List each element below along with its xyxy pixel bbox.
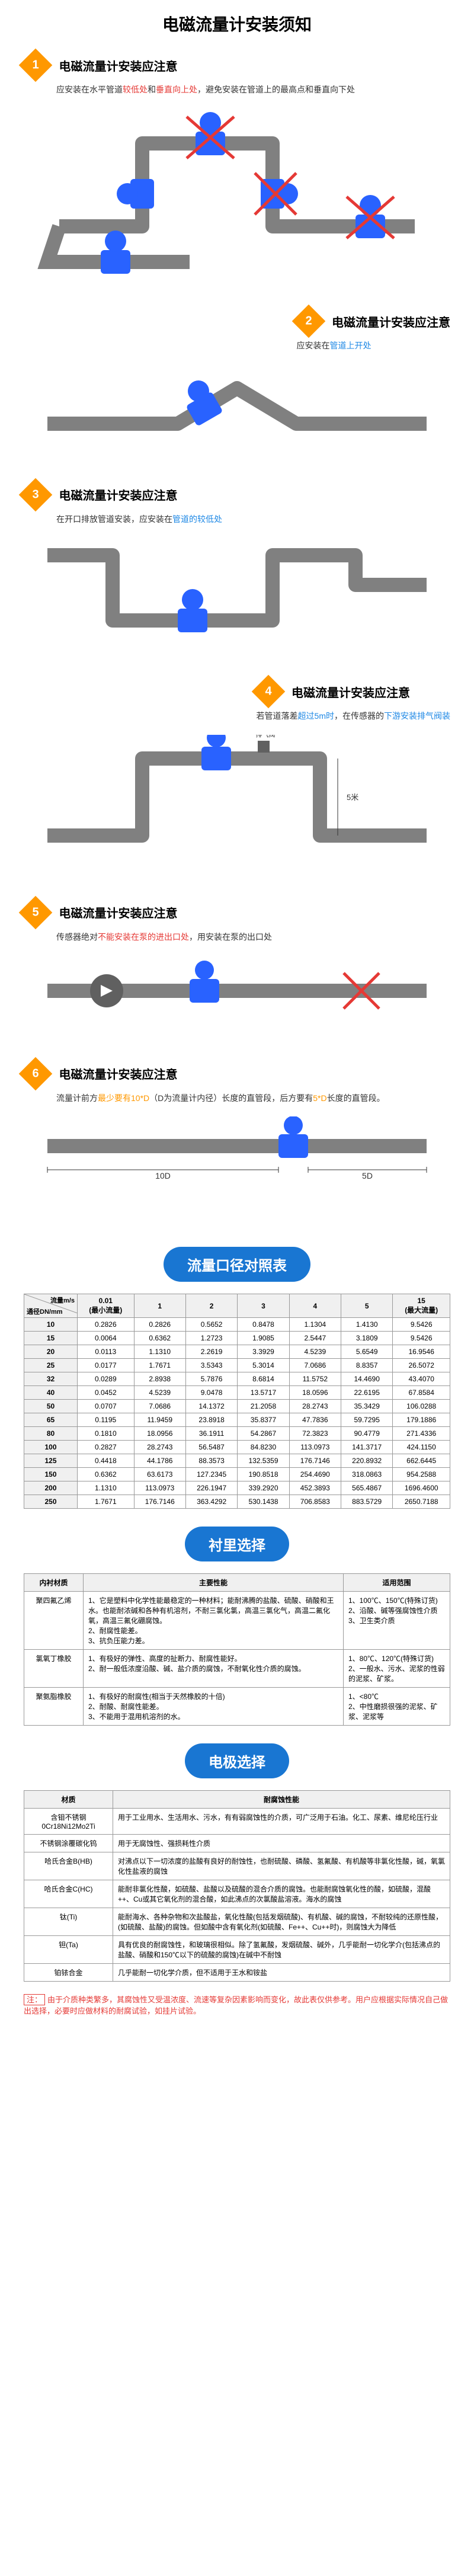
section-2-title: 电磁流量计安装应注意 bbox=[332, 313, 450, 330]
caliber-table: 流量m/s 通径DN/mm 0.01 (最小流量) 1 2 3 4 5 15 (… bbox=[24, 1294, 450, 1509]
section-3-header: 3 电磁流量计安装应注意 bbox=[24, 483, 450, 507]
diagram-5-svg bbox=[24, 955, 450, 1026]
table-row: 1500.636263.6173127.2345190.8518254.4690… bbox=[24, 1468, 450, 1481]
section-2-header: 2 电磁流量计安装应注意 应安装在管道上开处 bbox=[297, 309, 450, 352]
diagram-3 bbox=[24, 537, 450, 644]
table-row: 聚氨脂橡胶1、有极好的耐腐性(相当于天然橡胶的十倍) 2、耐酸、耐腐性能差。 3… bbox=[24, 1688, 450, 1726]
section-4-desc: 若管道落差超过5m时，在传感器的下游安装排气阀装 bbox=[257, 709, 450, 722]
table-row: 不锈钢涂覆碳化钨用于无腐蚀性、强损耗性介质 bbox=[24, 1835, 450, 1852]
badge-1: 1 bbox=[19, 49, 53, 82]
note-text: 由于介质种类繁多，其腐蚀性又受温浓度、流速等复杂因素影响而变化，故此表仅供参考。… bbox=[24, 1995, 448, 2015]
badge-5: 5 bbox=[19, 895, 53, 929]
diagram-2 bbox=[24, 364, 450, 447]
table-row: 1000.282728.274356.548784.8230113.097314… bbox=[24, 1441, 450, 1454]
section-3-title: 电磁流量计安装应注意 bbox=[59, 486, 177, 503]
diagram-4-svg: 排气阀 5米 bbox=[24, 735, 450, 865]
diagram-3-svg bbox=[24, 537, 450, 644]
table-row: 150.00640.63621.27231.90852.54473.18099.… bbox=[24, 1332, 450, 1345]
lining-table: 内衬材质 主要性能 适用范围 聚四氟乙烯1、它是塑料中化学性能最稳定的一种材料；… bbox=[24, 1573, 450, 1726]
table-row: 650.119511.945923.891835.837747.783659.7… bbox=[24, 1413, 450, 1427]
main-title: 电磁流量计安装须知 bbox=[0, 0, 474, 47]
section-1: 1 电磁流量计安装应注意 应安装在水平管道较低处和垂直向上处，避免安装在管道上的… bbox=[0, 47, 474, 303]
table-row: 钛(Ti)能耐海水、各种杂物和次盐酸盐，氧化性酸(包括发烟硫酸)、有机酸、碱的腐… bbox=[24, 1908, 450, 1936]
table-row: 100.28260.28260.56520.84781.13041.41309.… bbox=[24, 1318, 450, 1332]
diagram-5 bbox=[24, 955, 450, 1026]
table-row: 聚四氟乙烯1、它是塑料中化学性能最稳定的一种材料；能耐沸腾的盐酸、硫酸、硝酸和王… bbox=[24, 1592, 450, 1650]
table-row: 500.07077.068614.137221.205828.274335.34… bbox=[24, 1400, 450, 1413]
svg-text:5米: 5米 bbox=[347, 793, 358, 802]
electrode-table: 材质 耐腐蚀性能 含钼不锈钢 0Cr18Ni12Mo2Ti用于工业用水、生活用水… bbox=[24, 1790, 450, 1982]
table-row: 400.04524.52399.047813.571718.059622.619… bbox=[24, 1386, 450, 1400]
section-1-header: 1 电磁流量计安装应注意 bbox=[24, 53, 450, 77]
table-row: 钽(Ta)具有优良的耐腐蚀性，和玻璃很相似。除了氢氟酸，发烟硫酸、碱外，几乎能耐… bbox=[24, 1936, 450, 1964]
electrode-table-body: 含钼不锈钢 0Cr18Ni12Mo2Ti用于工业用水、生活用水、污水，有有弱腐蚀… bbox=[24, 1809, 450, 1982]
section-6: 6 电磁流量计安装应注意 流量计前方最少要有10*D（D为流量计内径）长度的直管… bbox=[0, 1056, 474, 1229]
diagram-1-svg bbox=[24, 108, 450, 274]
section-2-desc: 应安装在管道上开处 bbox=[297, 339, 450, 352]
diagram-2-svg bbox=[24, 364, 450, 447]
note-label: 注： bbox=[24, 1994, 45, 2005]
section-5-header: 5 电磁流量计安装应注意 bbox=[24, 901, 450, 924]
table-row: 320.02892.89385.78768.681411.575214.4690… bbox=[24, 1372, 450, 1386]
caliber-table-head: 流量m/s 通径DN/mm 0.01 (最小流量) 1 2 3 4 5 15 (… bbox=[24, 1294, 450, 1318]
diagram-6-svg: 10D 5D bbox=[24, 1116, 450, 1199]
diagram-6: 10D 5D bbox=[24, 1116, 450, 1199]
badge-6: 6 bbox=[19, 1057, 53, 1091]
section-3-desc: 在开口排放管道安装，应安装在管道的较低处 bbox=[56, 513, 450, 526]
diagram-4: 排气阀 5米 bbox=[24, 735, 450, 865]
table-row: 250.01771.76713.53435.30147.06868.835726… bbox=[24, 1359, 450, 1372]
section-6-title: 电磁流量计安装应注意 bbox=[59, 1065, 177, 1082]
table-row: 200.01131.13102.26193.39294.52395.654916… bbox=[24, 1345, 450, 1359]
svg-text:5D: 5D bbox=[362, 1171, 373, 1180]
footnote: 注：由于介质种类繁多，其腐蚀性又受温浓度、流速等复杂因素影响而变化，故此表仅供参… bbox=[0, 1988, 474, 2022]
section-3: 3 电磁流量计安装应注意 在开口排放管道安装，应安装在管道的较低处 bbox=[0, 477, 474, 674]
table-row: 哈氏合金C(HC)能耐非氯化性酸，如硫酸、盐酸以及硫酸的混合介质的腐蚀。也能耐腐… bbox=[24, 1880, 450, 1908]
table-row: 2001.1310113.0973226.1947339.2920452.389… bbox=[24, 1481, 450, 1495]
table-row: 铂铱合金几乎能耐一切化学介质，但不适用于王水和铵盐 bbox=[24, 1964, 450, 1982]
table-row: 2501.7671176.7146363.4292530.1438706.858… bbox=[24, 1495, 450, 1509]
banner-lining: 衬里选择 bbox=[185, 1527, 289, 1561]
section-1-desc: 应安装在水平管道较低处和垂直向上处，避免安装在管道上的最高点和垂直向下处 bbox=[56, 83, 450, 96]
svg-text:10D: 10D bbox=[155, 1171, 171, 1180]
section-4-header: 4 电磁流量计安装应注意 若管道落差超过5m时，在传感器的下游安装排气阀装 bbox=[257, 680, 450, 722]
section-4-title: 电磁流量计安装应注意 bbox=[292, 683, 410, 700]
table-row: 哈氏合金B(HB)对沸点以下一切浓度的盐酸有良好的耐蚀性，也耐硫酸、磷酸、氢氟酸… bbox=[24, 1852, 450, 1880]
table-row: 800.181018.095636.191154.286772.382390.4… bbox=[24, 1427, 450, 1441]
section-1-title: 电磁流量计安装应注意 bbox=[59, 57, 177, 74]
badge-2: 2 bbox=[292, 305, 325, 338]
section-5: 5 电磁流量计安装应注意 传感器绝对不能安装在泵的进出口处，用安装在泵的出口处 bbox=[0, 895, 474, 1056]
table-row: 1250.441844.178688.3573132.5359176.71462… bbox=[24, 1454, 450, 1468]
section-6-header: 6 电磁流量计安装应注意 bbox=[24, 1062, 450, 1086]
badge-4: 4 bbox=[251, 675, 285, 709]
caliber-table-body: 100.28260.28260.56520.84781.13041.41309.… bbox=[24, 1318, 450, 1509]
banner-electrode: 电极选择 bbox=[185, 1743, 289, 1778]
page-container: 电磁流量计安装须知 1 电磁流量计安装应注意 应安装在水平管道较低处和垂直向上处… bbox=[0, 0, 474, 2022]
section-5-desc: 传感器绝对不能安装在泵的进出口处，用安装在泵的出口处 bbox=[56, 930, 450, 943]
badge-3: 3 bbox=[19, 478, 53, 511]
svg-text:排气阀: 排气阀 bbox=[256, 735, 276, 738]
diagram-1 bbox=[24, 108, 450, 274]
section-2: 2 电磁流量计安装应注意 应安装在管道上开处 bbox=[0, 303, 474, 476]
section-5-title: 电磁流量计安装应注意 bbox=[59, 904, 177, 921]
table-row: 氯氧丁橡胶1、有极好的弹性、高度的扯断力、耐腐性能好。 2、耐一般低浓度沿酸、碱… bbox=[24, 1650, 450, 1688]
lining-table-body: 聚四氟乙烯1、它是塑料中化学性能最稳定的一种材料；能耐沸腾的盐酸、硫酸、硝酸和王… bbox=[24, 1592, 450, 1726]
banner-caliber: 流量口径对照表 bbox=[164, 1247, 310, 1282]
section-4: 4 电磁流量计安装应注意 若管道落差超过5m时，在传感器的下游安装排气阀装 排气… bbox=[0, 674, 474, 894]
table-row: 含钼不锈钢 0Cr18Ni12Mo2Ti用于工业用水、生活用水、污水，有有弱腐蚀… bbox=[24, 1809, 450, 1835]
section-6-desc: 流量计前方最少要有10*D（D为流量计内径）长度的直管段，后方要有5*D长度的直… bbox=[56, 1092, 450, 1105]
